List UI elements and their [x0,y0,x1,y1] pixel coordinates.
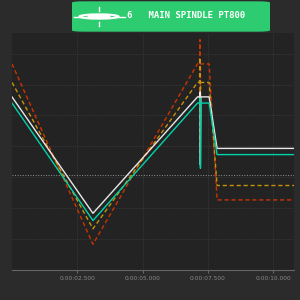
Text: 6   MAIN SPINDLE PT800: 6 MAIN SPINDLE PT800 [127,11,245,20]
Circle shape [95,16,103,17]
FancyBboxPatch shape [72,1,270,32]
